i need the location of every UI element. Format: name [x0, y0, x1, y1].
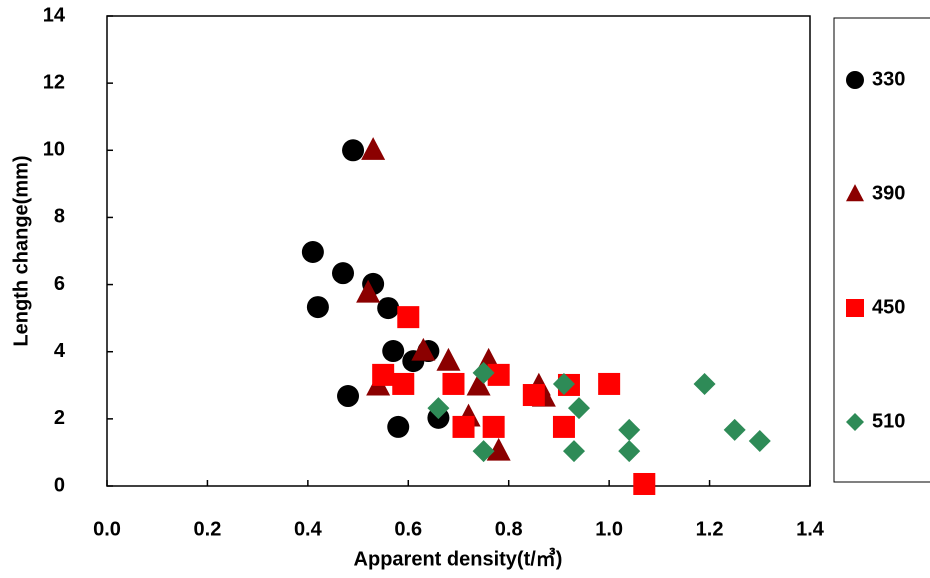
marker-circle: [382, 340, 405, 363]
x-tick-label: 0.0: [93, 518, 121, 540]
marker-diamond: [748, 430, 771, 453]
marker-circle: [377, 297, 400, 320]
marker-square: [633, 472, 656, 495]
marker-diamond: [472, 440, 495, 463]
marker-square: [392, 372, 415, 395]
x-tick-label: 1.0: [595, 518, 623, 540]
x-axis-title: Apparent density(t/㎥): [354, 546, 563, 570]
y-tick-label: 8: [54, 206, 65, 228]
marker-square: [372, 363, 395, 386]
legend-box: [833, 17, 930, 483]
marker-triangle: [436, 347, 461, 371]
marker-square: [397, 306, 420, 329]
marker-diamond: [723, 418, 746, 441]
y-tick-label: 10: [43, 139, 65, 161]
x-tick-label: 0.6: [394, 518, 422, 540]
x-tick-label: 0.8: [495, 518, 523, 540]
marker-circle: [301, 241, 324, 264]
marker-square: [442, 372, 465, 395]
marker-triangle: [846, 184, 864, 202]
marker-triangle: [466, 372, 491, 396]
marker-diamond: [472, 361, 495, 384]
marker-diamond: [427, 397, 450, 420]
marker-triangle: [356, 279, 381, 303]
marker-diamond: [846, 413, 864, 431]
y-tick-label: 4: [54, 340, 66, 362]
marker-square: [552, 415, 575, 438]
y-tick-label: 2: [54, 407, 65, 429]
y-tick-label: 12: [43, 71, 65, 93]
legend-label: 330: [872, 68, 905, 90]
marker-circle: [846, 71, 864, 89]
legend-label: 390: [872, 182, 905, 204]
marker-triangle: [411, 337, 436, 361]
marker-diamond: [562, 440, 585, 463]
marker-triangle: [361, 137, 386, 160]
x-tick-label: 0.2: [194, 518, 222, 540]
plot-frame: [106, 15, 811, 487]
y-axis-title: Length change(mm): [10, 155, 32, 346]
marker-circle: [387, 415, 410, 438]
marker-circle: [342, 139, 365, 162]
marker-circle: [337, 385, 360, 408]
marker-diamond: [618, 418, 641, 441]
marker-square: [452, 415, 475, 438]
marker-square: [487, 363, 510, 386]
marker-square: [482, 415, 505, 438]
y-tick-label: 6: [54, 273, 65, 295]
legend-label: 510: [872, 410, 905, 432]
y-tick-label: 0: [54, 474, 65, 496]
marker-circle: [332, 262, 355, 285]
y-tick-label: 14: [43, 4, 66, 26]
marker-square: [846, 299, 864, 317]
marker-triangle: [486, 437, 511, 461]
marker-square: [598, 372, 621, 395]
x-tick-label: 1.2: [696, 518, 724, 540]
marker-circle: [306, 296, 329, 319]
marker-diamond: [693, 372, 716, 395]
legend-label: 450: [872, 296, 905, 318]
x-tick-label: 1.4: [796, 518, 825, 540]
marker-square: [522, 384, 545, 407]
marker-diamond: [618, 440, 641, 463]
marker-diamond: [568, 397, 591, 420]
x-tick-label: 0.4: [294, 518, 323, 540]
marker-diamond: [552, 372, 575, 395]
